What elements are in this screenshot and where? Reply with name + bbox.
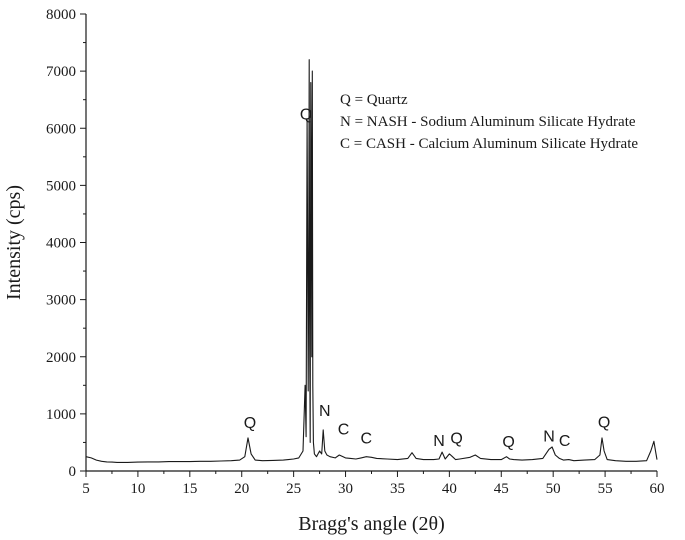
peak-label: N xyxy=(319,403,331,420)
legend-entry: Q = Quartz xyxy=(340,92,408,108)
series-layer xyxy=(85,59,658,463)
legend: Q = Quartz N = NASH - Sodium Aluminum Sil… xyxy=(340,92,638,152)
x-tick-label: 20 xyxy=(234,481,249,497)
x-tick-label: 25 xyxy=(286,481,301,497)
y-tick-label: 0 xyxy=(69,464,77,480)
x-tick-label: 30 xyxy=(338,481,353,497)
ticks: 5 10 15 20 25 30 35 40 45 50 55 60 0 1000 2000 3000 4000… xyxy=(46,7,665,497)
y-tick-label: 6000 xyxy=(46,121,76,137)
x-tick-label: 10 xyxy=(130,481,145,497)
legend-entry: N = NASH - Sodium Aluminum Silicate Hydr… xyxy=(340,114,636,130)
legend-entry: C = CASH - Calcium Aluminum Silicate Hyd… xyxy=(340,136,638,152)
y-axis-title: Intensity (cps) xyxy=(3,185,25,300)
x-tick-label: 35 xyxy=(390,481,405,497)
y-tick-label: 7000 xyxy=(46,64,76,80)
peak-label: Q xyxy=(450,431,462,448)
x-axis-title: Bragg's angle (2θ) xyxy=(298,513,444,535)
peak-label: Q xyxy=(244,415,256,432)
y-tick-label: 2000 xyxy=(46,350,76,366)
x-tick-label: 50 xyxy=(546,481,561,497)
axes xyxy=(85,14,657,472)
x-tick-label: 60 xyxy=(650,481,665,497)
y-tick-label: 8000 xyxy=(46,7,76,23)
y-tick-label: 4000 xyxy=(46,236,76,252)
x-tick-label: 45 xyxy=(494,481,509,497)
peak-label: C xyxy=(338,421,350,438)
x-tick-label: 15 xyxy=(182,481,197,497)
x-tick-label: 5 xyxy=(82,481,90,497)
peak-label: N xyxy=(433,433,445,450)
peak-label: C xyxy=(559,433,571,450)
x-tick-label: 40 xyxy=(442,481,457,497)
y-tick-label: 3000 xyxy=(46,293,76,309)
peak-label: C xyxy=(361,431,373,448)
peak-label: N xyxy=(543,428,555,445)
y-tick-label: 5000 xyxy=(46,178,76,194)
x-tick-label: 55 xyxy=(598,481,613,497)
peak-label: Q xyxy=(598,415,610,432)
peak-label: Q xyxy=(300,107,312,124)
y-tick-label: 1000 xyxy=(46,407,76,423)
xrd-pattern-line xyxy=(85,59,658,463)
peak-label: Q xyxy=(502,434,514,451)
